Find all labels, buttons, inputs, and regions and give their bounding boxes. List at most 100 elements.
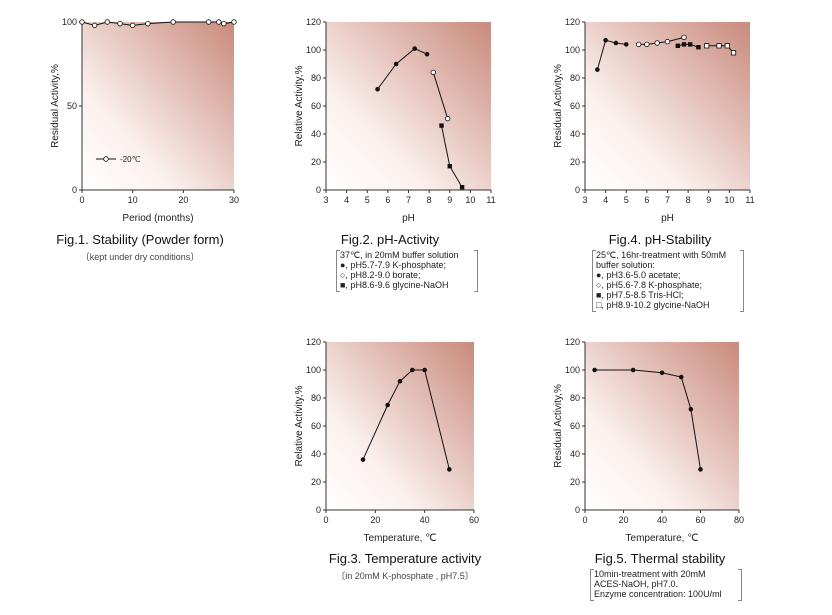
fig4-note-line: ○, pH5.6-7.8 K-phosphate; bbox=[596, 280, 703, 290]
y-tick-label: 20 bbox=[570, 157, 580, 167]
y-tick-label: 50 bbox=[67, 101, 77, 111]
y-tick-label: 40 bbox=[570, 129, 580, 139]
x-tick-label: 10 bbox=[465, 195, 475, 205]
data-point bbox=[422, 367, 427, 373]
y-tick-label: 120 bbox=[565, 17, 580, 27]
data-point bbox=[716, 43, 722, 49]
x-tick-label: 10 bbox=[128, 195, 138, 205]
x-tick-label: 9 bbox=[447, 195, 452, 205]
fig4-note-line: 25℃, 16hr-treatment with 50mM bbox=[596, 250, 727, 260]
x-tick-label: 5 bbox=[365, 195, 370, 205]
data-point bbox=[644, 41, 650, 48]
y-tick-label: 20 bbox=[311, 477, 321, 487]
x-tick-label: 11 bbox=[745, 195, 754, 205]
y-tick-label: 120 bbox=[565, 337, 580, 347]
y-tick-label: 60 bbox=[311, 421, 321, 431]
y-tick-label: 0 bbox=[575, 505, 580, 515]
data-point bbox=[360, 457, 366, 462]
x-tick-label: 8 bbox=[686, 195, 691, 205]
y-tick-label: 80 bbox=[311, 73, 321, 83]
fig2-note-line: ■, pH8.6-9.6 glycine-NaOH bbox=[340, 280, 449, 290]
y-tick-label: 100 bbox=[565, 45, 580, 55]
data-point bbox=[205, 19, 212, 25]
data-point bbox=[623, 42, 629, 47]
fig4-note-line: ●, pH3.6-5.0 acetate; bbox=[596, 270, 681, 280]
data-point bbox=[659, 370, 665, 376]
data-point bbox=[216, 19, 222, 25]
data-point bbox=[444, 115, 451, 122]
fig4-note-line: □, pH8.9-10.2 glycine-NaOH bbox=[596, 300, 710, 310]
data-point bbox=[221, 20, 227, 27]
y-tick-label: 20 bbox=[570, 477, 580, 487]
x-tick-label: 40 bbox=[420, 515, 430, 525]
data-point bbox=[79, 19, 85, 25]
data-point bbox=[145, 20, 151, 27]
data-point bbox=[439, 123, 444, 128]
x-axis-label: pH bbox=[661, 213, 674, 224]
x-tick-label: 10 bbox=[724, 195, 734, 205]
series-line bbox=[594, 369, 701, 470]
y-tick-label: 80 bbox=[570, 73, 580, 83]
y-axis-label: Residual Activity,% bbox=[553, 384, 564, 468]
data-point bbox=[231, 19, 237, 25]
data-point bbox=[447, 467, 452, 472]
y-tick-label: 60 bbox=[570, 421, 580, 431]
data-point bbox=[117, 20, 123, 27]
x-tick-label: 7 bbox=[665, 195, 670, 205]
fig4-note: 25℃, 16hr-treatment with 50mM buffer sol… bbox=[592, 250, 744, 312]
data-point bbox=[704, 43, 710, 49]
data-point bbox=[698, 467, 703, 472]
x-tick-label: 40 bbox=[657, 515, 667, 525]
data-point bbox=[678, 374, 684, 380]
data-point bbox=[603, 37, 608, 43]
x-tick-label: 3 bbox=[582, 195, 587, 205]
series-line bbox=[377, 48, 428, 90]
data-point bbox=[410, 367, 415, 373]
y-tick-label: 100 bbox=[306, 45, 321, 55]
data-point bbox=[675, 43, 681, 48]
x-tick-label: 6 bbox=[385, 195, 390, 205]
series-line bbox=[362, 369, 450, 470]
x-tick-label: 60 bbox=[469, 515, 479, 525]
data-point bbox=[635, 41, 642, 48]
x-tick-label: 60 bbox=[695, 515, 705, 525]
data-point bbox=[397, 378, 403, 384]
data-point bbox=[613, 40, 619, 46]
data-point bbox=[592, 367, 597, 373]
series-line bbox=[432, 72, 449, 119]
fig5-note-line: Enzyme concentration: 100U/ml bbox=[594, 589, 722, 599]
plot-area bbox=[82, 22, 234, 190]
x-tick-label: 0 bbox=[323, 515, 328, 525]
y-tick-label: 120 bbox=[306, 17, 321, 27]
y-tick-label: 80 bbox=[311, 393, 321, 403]
x-tick-label: 6 bbox=[644, 195, 649, 205]
y-tick-label: 100 bbox=[62, 17, 77, 27]
y-tick-label: 40 bbox=[570, 449, 580, 459]
y-tick-label: 100 bbox=[565, 365, 580, 375]
fig5-plot: 0 20 40 60 80 0 20 40 60 80 100 120 Temperature, ℃ Re… bbox=[553, 337, 744, 544]
fig3-plot: 0 20 40 60 0 20 40 60 80 100 120 Temperature, ℃ Rela… bbox=[294, 337, 479, 544]
y-tick-label: 60 bbox=[570, 101, 580, 111]
data-point bbox=[459, 185, 465, 190]
fig5-caption: Fig.5. Thermal stability bbox=[575, 551, 745, 566]
fig2-note: 37℃, in 20mM buffer solution ●, pH5.7-7.… bbox=[336, 250, 478, 292]
x-tick-label: 80 bbox=[734, 515, 744, 525]
fig2-title: Fig.2. pH-Activity bbox=[340, 232, 440, 247]
y-axis-label: Relative Activity,% bbox=[294, 65, 305, 146]
y-tick-label: 0 bbox=[72, 185, 77, 195]
x-tick-label: 5 bbox=[624, 195, 629, 205]
x-tick-label: 0 bbox=[79, 195, 84, 205]
fig1-plot: 0 10 20 30 0 50 100 Period (months) Residual Act… bbox=[50, 17, 239, 224]
fig5-note: 10min-treatment with 20mM ACES-NaOH, pH7… bbox=[590, 569, 742, 601]
fig4-note-line: ■, pH7.5-8.5 Tris-HCl; bbox=[596, 290, 684, 300]
data-point bbox=[681, 34, 687, 41]
plot-area bbox=[326, 342, 474, 510]
fig3-caption: Fig.3. Temperature activity 〔in 20mM K-p… bbox=[300, 551, 510, 582]
data-point bbox=[430, 69, 436, 76]
x-tick-label: 3 bbox=[323, 195, 328, 205]
plot-area bbox=[585, 22, 750, 190]
data-point bbox=[170, 19, 176, 25]
data-point bbox=[393, 61, 399, 67]
y-tick-label: 0 bbox=[575, 185, 580, 195]
